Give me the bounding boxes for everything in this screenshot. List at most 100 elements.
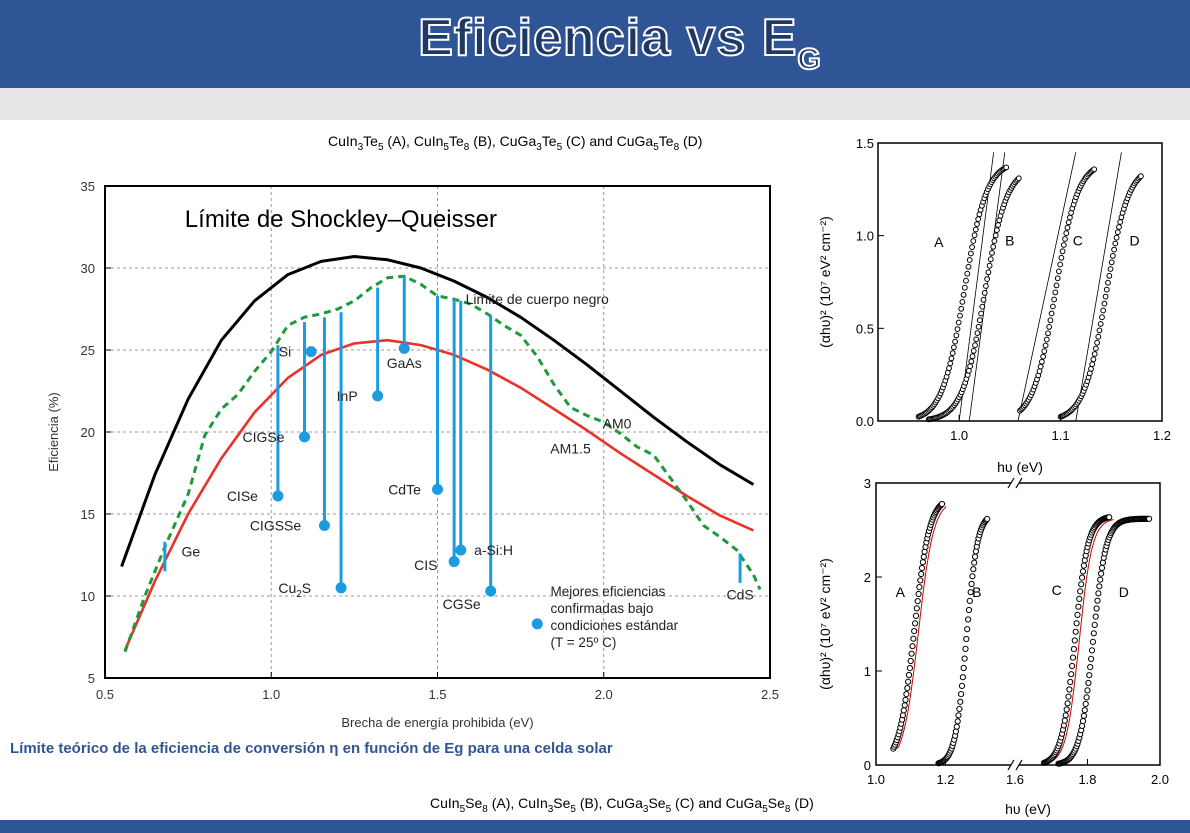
tauc-point-B [984,515,991,523]
tauc-point-C [1065,693,1072,700]
tauc-point-B [990,243,997,250]
tauc-point-D [1085,679,1092,687]
tauc-point-C [1068,671,1075,678]
tauc-point-A [938,500,946,508]
tauc-point-A [968,250,974,257]
tauc-point-B [967,589,974,596]
tauc-point-D [1081,707,1088,714]
tauc-fit-line [1017,152,1077,422]
tauc-point-B [976,317,983,324]
y-tick-label: 0.5 [856,321,874,336]
y-tick-label: 1.5 [856,136,874,151]
tauc-point-D [1094,339,1100,346]
tauc-point-D [1098,564,1106,572]
tauc-point-B [957,698,964,705]
curve-label: B [1005,232,1014,248]
tauc-point-B [985,269,992,276]
tauc-point-B [984,276,990,283]
tauc-point-A [908,650,915,657]
tauc-point-D [1106,272,1113,279]
x-tick-label: 1.5 [428,687,446,702]
x-tick-label: 2.5 [761,687,779,702]
tauc-point-B [968,358,975,365]
tauc-point-A [964,270,971,277]
material-label: CIGSSe [250,517,302,533]
title-main: Eficiencia vs E [417,8,798,68]
tauc-point-B [978,310,984,317]
x-axis-label: Brecha de energía prohibida (eV) [341,715,533,730]
tauc-point-B [970,348,977,354]
y-tick-label: 1 [864,664,871,679]
tauc-point-C [1046,324,1053,330]
tauc-point-B [994,227,1000,234]
tauc-point-B [952,728,960,735]
page-title: Eficiencia vs EG [0,0,1190,98]
tauc-point-D [1146,515,1153,522]
y-tick-label: 20 [81,425,95,440]
material-label: CGSe [443,596,481,612]
tauc-point-C [1042,342,1049,349]
material-label: a-Si:H [474,542,513,558]
tauc-point-C [1106,514,1113,521]
title-subscript: G [796,42,822,77]
tauc-point-C [1060,242,1067,248]
tauc-point-D [1113,234,1120,241]
legend-note-line: (T = 25º C) [551,635,617,650]
tauc-fit-line [958,152,995,422]
tauc-point-D [1092,613,1099,620]
material-point [318,519,330,531]
tauc-point-B [969,573,976,580]
x-tick-label: 1.0 [950,428,968,443]
tauc-point-A [912,620,919,627]
tauc-point-D [1102,293,1109,300]
tauc-point-B [953,723,960,730]
tauc-point-C [1039,358,1045,365]
tauc-point-B [963,635,970,643]
tauc-point-D [1108,259,1115,266]
curve-label: A [934,234,944,250]
tauc-point-B [966,597,973,605]
tauc-point-B [965,606,973,614]
compounds-top-caption: CuIn3Te5 (A), CuIn5Te8 (B), CuGa3Te5 (C)… [328,133,703,153]
tauc-point-D [1099,314,1105,321]
tauc-point-C [1045,330,1051,337]
axis-break-mark [1007,477,1015,489]
tauc-point-A [918,564,926,572]
tauc-point-B [973,336,980,343]
tauc-point-A [955,319,962,326]
material-point [455,544,467,556]
y-tick-label: 10 [81,589,95,604]
tauc-point-B [971,553,979,560]
y-tick-label: 1.0 [856,229,874,244]
curve-label: D [1130,232,1140,248]
tauc-point-D [1114,229,1121,236]
tauc-point-D [1105,279,1111,286]
tauc-point-A [949,350,956,357]
tauc-point-C [1056,268,1062,275]
series-annotation: AM1.5 [550,440,591,456]
x-tick-label: 1.8 [1078,772,1096,787]
tauc-point-B [954,718,961,725]
tauc-point-A [972,226,979,233]
tauc-point-C [1057,261,1064,268]
tauc-point-C [1069,662,1076,670]
x-tick-label: 1.2 [1153,428,1171,443]
tauc-point-B [991,238,998,244]
tauc-point-A [970,238,977,244]
tauc-point-A [915,590,922,598]
tauc-point-D [1093,605,1100,612]
tauc-point-A [966,257,973,263]
y-tick-label: 3 [864,476,871,491]
tauc-point-D [1097,321,1104,327]
legend-note-line: condiciones estándar [551,618,679,633]
tauc-point-C [1074,611,1081,619]
x-tick-label: 2.0 [595,687,613,702]
tauc-point-C [1080,562,1088,569]
tauc-point-D [1079,722,1086,730]
tauc-point-D [1095,333,1102,340]
tauc-point-B [958,682,966,690]
tauc-point-D [1090,356,1097,363]
curve-label: D [1119,584,1129,600]
